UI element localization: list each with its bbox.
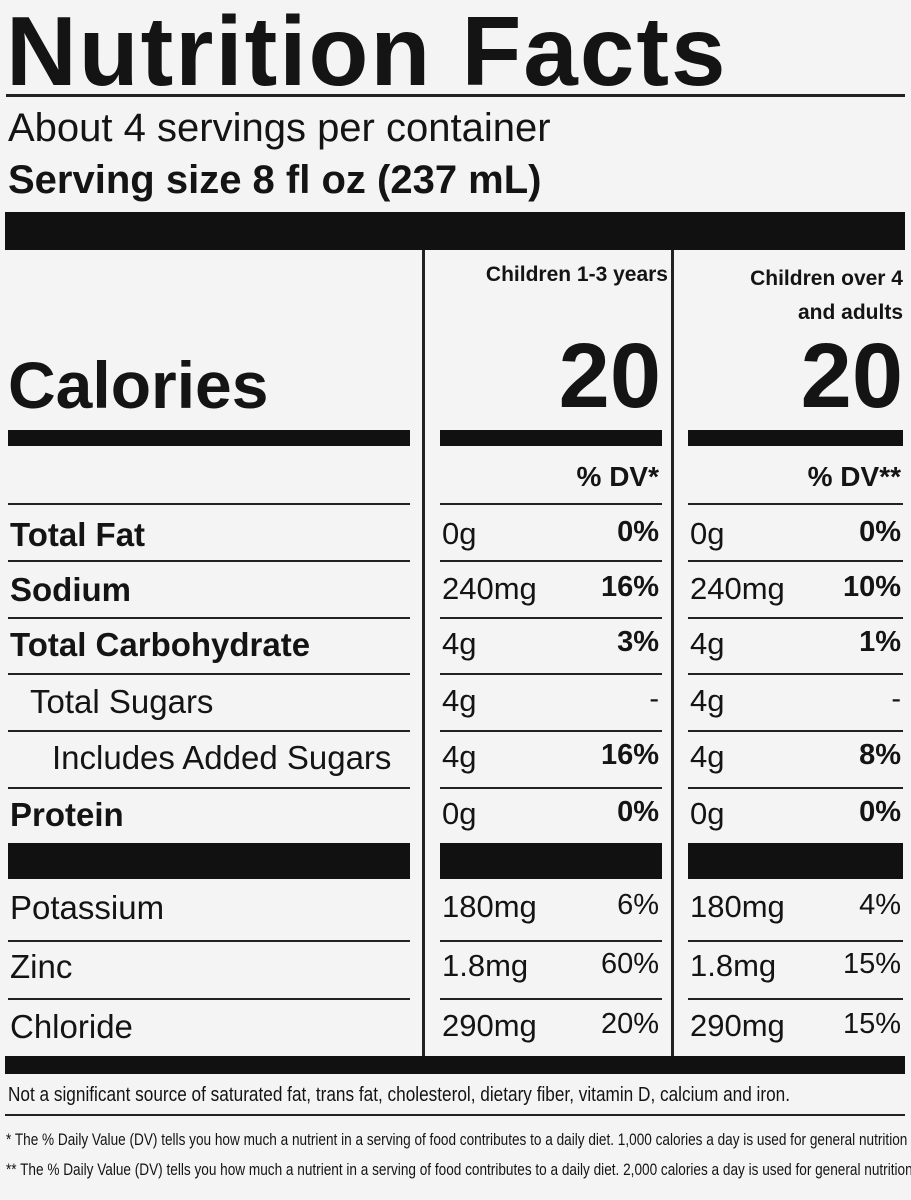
rule [688, 787, 903, 789]
bar [688, 430, 903, 446]
dv: 15% [842, 1008, 901, 1040]
amount: 0g [442, 516, 477, 551]
amount: 290mg [690, 1008, 785, 1043]
dv-header: % DV** [807, 461, 901, 492]
bar [8, 430, 410, 446]
rule [688, 503, 903, 505]
dv: 1% [859, 626, 901, 658]
dv: 3% [617, 626, 659, 658]
rule [8, 503, 410, 505]
rule [8, 560, 410, 562]
rule [8, 787, 410, 789]
bar [688, 843, 903, 879]
rule [440, 730, 662, 732]
dv: 6% [617, 889, 659, 921]
amount: 180mg [442, 889, 537, 924]
rule [5, 1114, 905, 1116]
rule [8, 617, 410, 619]
rule [440, 617, 662, 619]
rule [6, 94, 905, 97]
footnote: * The % Daily Value (DV) tells you how m… [6, 1130, 911, 1149]
amount: 240mg [690, 571, 785, 606]
nutrient-name: Potassium [10, 889, 165, 926]
amount: 0g [690, 516, 725, 551]
dv: 0% [617, 516, 659, 548]
rule [440, 787, 662, 789]
amount: 4g [442, 683, 477, 718]
rule [440, 560, 662, 562]
nutrient-name: Protein [10, 796, 124, 833]
dv: 4% [859, 889, 901, 921]
rule [8, 673, 410, 675]
servings: About 4 servings per container [8, 106, 551, 150]
amount: 4g [690, 683, 725, 718]
amount: 4g [690, 739, 725, 774]
dv: 0% [859, 516, 901, 548]
dv: 10% [842, 571, 901, 603]
dv: 8% [859, 739, 901, 771]
amount: 4g [442, 739, 477, 774]
amount: 290mg [442, 1008, 537, 1043]
dv: 20% [600, 1008, 659, 1040]
serving-size: Serving size 8 fl oz (237 mL) [8, 158, 542, 202]
nutrient-name: Includes Added Sugars [52, 739, 392, 776]
calories-value: 20 [558, 325, 661, 427]
rule [440, 940, 662, 942]
calories-value: 20 [800, 325, 903, 427]
column-divider [422, 250, 425, 1058]
dv: 15% [842, 948, 901, 980]
rule [688, 617, 903, 619]
bottom-bar [5, 1056, 905, 1074]
dv: - [891, 683, 901, 715]
nutrient-name: Zinc [10, 948, 73, 985]
amount: 240mg [442, 571, 537, 606]
dv: 0% [859, 796, 901, 828]
calories-label: Calories [8, 348, 269, 422]
rule [440, 673, 662, 675]
dv: 60% [600, 948, 659, 980]
amount: 1.8mg [690, 948, 777, 983]
nutrient-name: Chloride [10, 1008, 133, 1045]
nutrient-name: Total Carbohydrate [10, 626, 311, 663]
thick-bar [5, 212, 905, 250]
dv: 16% [600, 739, 659, 771]
rule [688, 730, 903, 732]
column-header: Children over 4 and adults [750, 267, 903, 324]
bar [8, 843, 410, 879]
rule [688, 673, 903, 675]
rule [688, 940, 903, 942]
amount: 180mg [690, 889, 785, 924]
rule [8, 998, 410, 1000]
nutrient-name: Total Fat [10, 516, 146, 553]
rule [688, 560, 903, 562]
bar [440, 430, 662, 446]
footnote: Not a significant source of saturated fa… [8, 1084, 791, 1106]
nutrient-name: Total Sugars [30, 683, 214, 720]
dv: 0% [617, 796, 659, 828]
dv: 16% [600, 571, 659, 603]
bar [440, 843, 662, 879]
dv: - [649, 683, 659, 715]
amount: 0g [690, 796, 725, 831]
dv-header: % DV* [576, 461, 659, 492]
column-divider [671, 250, 674, 1058]
amount: 4g [442, 626, 477, 661]
rule [440, 998, 662, 1000]
rule [440, 503, 662, 505]
amount: 4g [690, 626, 725, 661]
amount: 1.8mg [442, 948, 529, 983]
footnote: ** The % Daily Value (DV) tells you how … [6, 1160, 911, 1179]
amount: 0g [442, 796, 477, 831]
nutrient-name: Sodium [10, 571, 131, 608]
column-header: Children 1-3 years [485, 263, 668, 286]
rule [8, 730, 410, 732]
title: Nutrition Facts [6, 0, 728, 106]
rule [8, 940, 410, 942]
rule [688, 998, 903, 1000]
